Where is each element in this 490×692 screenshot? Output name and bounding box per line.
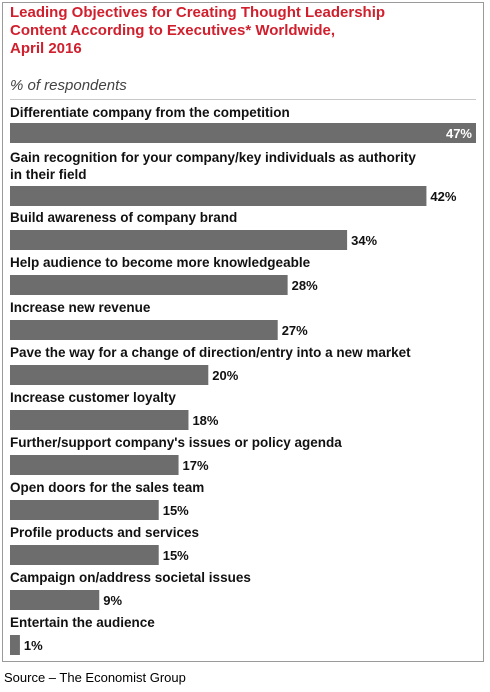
value-label: 20% [212,368,238,383]
bar [10,365,209,385]
value-label: 15% [163,548,189,563]
value-label: 18% [192,413,218,428]
value-label: 28% [292,278,318,293]
category-label: in their field [10,167,87,182]
bar [10,275,288,295]
value-label: 1% [24,638,43,653]
value-label: 9% [103,593,122,608]
bar [10,320,278,340]
category-label: Entertain the audience [10,615,155,630]
bar [10,410,189,430]
category-label: Build awareness of company brand [10,210,237,225]
category-label: Pave the way for a change of direction/e… [10,345,411,360]
category-label: Gain recognition for your company/key in… [10,150,416,165]
category-label: Open doors for the sales team [10,480,204,495]
category-label: Help audience to become more knowledgeab… [10,255,311,270]
chart-title: Leading Objectives for Creating Thought … [10,4,386,57]
bar [10,230,348,250]
title-divider [10,99,476,100]
value-label: 27% [282,323,308,338]
source-note: Source – The Economist Group [4,670,186,685]
value-label: 42% [430,189,456,204]
category-label: Profile products and services [10,525,199,540]
bar [10,590,100,610]
bar [10,545,159,565]
value-label: 47% [446,126,472,141]
value-label: 15% [163,503,189,518]
bar [10,123,476,143]
value-label: 34% [351,233,377,248]
chart-subtitle: % of respondents [10,77,127,94]
bar [10,500,159,520]
bar [10,455,179,475]
category-label: Campaign on/address societal issues [10,570,251,585]
bar [10,186,427,206]
bar [10,635,20,655]
category-label: Increase customer loyalty [10,390,176,405]
value-label: 17% [183,458,209,473]
category-label: Increase new revenue [10,300,151,315]
category-label: Further/support company's issues or poli… [10,435,342,450]
category-label: Differentiate company from the competiti… [10,105,290,120]
